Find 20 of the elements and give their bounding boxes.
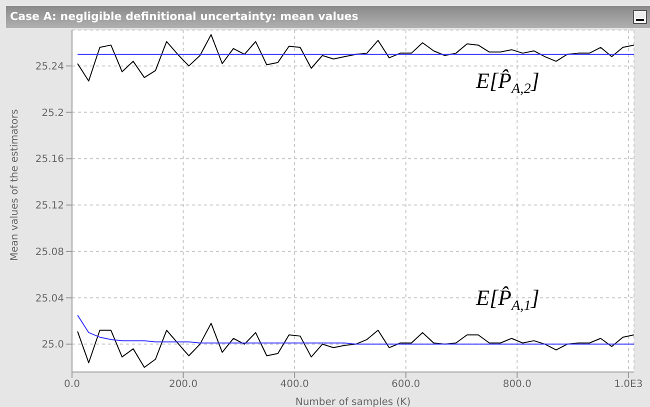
y-tick-label: 25.08 bbox=[35, 246, 64, 258]
annotation: E[P̂$_{A,1}$] bbox=[475, 285, 540, 314]
x-axis-title: Number of samples (K) bbox=[295, 397, 411, 407]
y-tick-label: 25.12 bbox=[35, 200, 64, 212]
y-tick-label: 25.0 bbox=[42, 340, 64, 351]
chart-title: Case A: negligible definitional uncertainty: mean values bbox=[10, 10, 358, 23]
x-tick-label: 600.0 bbox=[392, 379, 420, 390]
x-tick-label: 800.0 bbox=[502, 379, 532, 390]
y-tick-label: 25.04 bbox=[35, 293, 64, 304]
y-tick-label: 25.16 bbox=[35, 154, 64, 166]
x-tick-label: 200.0 bbox=[168, 379, 198, 390]
x-tick-label: 1.0E3 bbox=[614, 379, 643, 390]
line-series bbox=[77, 322, 634, 368]
y-tick-label: 25.2 bbox=[42, 108, 64, 119]
line-series bbox=[77, 314, 634, 345]
y-axis-title: Mean values of the estimators bbox=[10, 109, 21, 261]
y-tick-label: 25.24 bbox=[35, 61, 64, 72]
x-tick-label: 0.0 bbox=[64, 379, 80, 390]
x-tick-label: 400.0 bbox=[280, 379, 309, 390]
annotation: E[P̂$_{A,2}$] bbox=[475, 68, 540, 97]
